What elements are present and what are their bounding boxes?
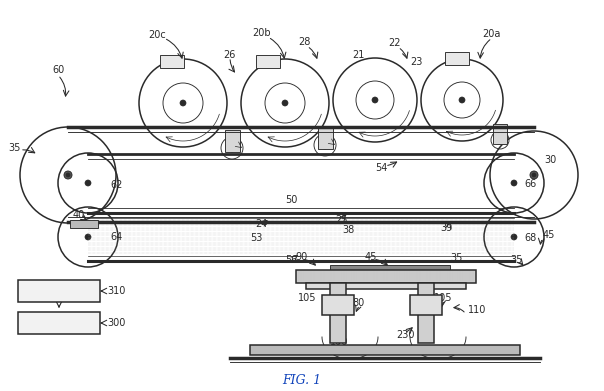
Text: 35: 35 <box>510 255 522 265</box>
Text: 21: 21 <box>352 50 364 60</box>
Text: 28: 28 <box>298 37 310 47</box>
Text: CPU: CPU <box>50 319 68 328</box>
Bar <box>445 52 469 65</box>
Text: 24: 24 <box>255 219 268 229</box>
Bar <box>225 130 240 152</box>
Circle shape <box>532 173 536 177</box>
Text: 23: 23 <box>410 57 422 67</box>
Text: 25: 25 <box>335 215 347 225</box>
Text: 45: 45 <box>365 252 378 262</box>
Circle shape <box>64 171 72 179</box>
Text: 39: 39 <box>440 223 452 233</box>
Circle shape <box>511 180 517 186</box>
Text: 26: 26 <box>223 50 236 60</box>
Circle shape <box>228 144 236 152</box>
Text: 230: 230 <box>396 330 414 340</box>
Circle shape <box>530 171 538 179</box>
Bar <box>256 55 280 68</box>
Circle shape <box>497 137 503 143</box>
Text: 110: 110 <box>468 305 486 315</box>
Text: 20b: 20b <box>252 28 271 38</box>
Text: 22: 22 <box>388 38 400 48</box>
Bar <box>160 55 184 68</box>
Text: 80: 80 <box>352 298 364 308</box>
Text: 90: 90 <box>295 252 307 262</box>
Bar <box>410 295 442 315</box>
Text: 100: 100 <box>330 337 349 347</box>
Bar <box>306 283 466 289</box>
Bar <box>418 283 434 343</box>
Bar <box>322 295 354 315</box>
Bar <box>493 124 507 144</box>
Text: 60: 60 <box>52 65 64 75</box>
Text: 20a: 20a <box>482 29 500 39</box>
Circle shape <box>85 234 91 240</box>
Circle shape <box>85 180 91 186</box>
Circle shape <box>511 234 517 240</box>
Text: 54: 54 <box>375 163 387 173</box>
Text: 20c: 20c <box>148 30 165 40</box>
Circle shape <box>282 100 288 106</box>
Bar <box>18 280 100 302</box>
Text: 35: 35 <box>8 143 21 153</box>
Text: 56: 56 <box>285 255 297 265</box>
Text: 66: 66 <box>524 179 536 189</box>
Text: 30: 30 <box>544 155 556 165</box>
Text: 35: 35 <box>450 253 463 263</box>
Text: Controller: Controller <box>37 287 82 296</box>
Text: 45: 45 <box>543 230 555 240</box>
Text: 105: 105 <box>434 293 452 303</box>
Circle shape <box>180 100 186 106</box>
Bar <box>250 345 520 355</box>
Text: 64: 64 <box>110 232 122 242</box>
Text: 105: 105 <box>298 293 316 303</box>
Text: 68: 68 <box>524 233 536 243</box>
Bar <box>330 283 346 343</box>
Text: 40: 40 <box>73 210 85 220</box>
Text: 310: 310 <box>107 286 126 296</box>
Text: 53: 53 <box>250 233 262 243</box>
Circle shape <box>66 173 70 177</box>
Circle shape <box>459 97 465 103</box>
Bar <box>296 270 476 283</box>
Text: 38: 38 <box>342 225 355 235</box>
Circle shape <box>321 141 329 149</box>
Circle shape <box>372 97 378 103</box>
Bar <box>330 265 450 275</box>
Text: 50: 50 <box>285 195 297 205</box>
Bar <box>318 127 333 149</box>
Text: 62: 62 <box>110 180 123 190</box>
Text: FIG. 1: FIG. 1 <box>283 373 321 386</box>
Bar <box>18 312 100 334</box>
Bar <box>70 220 98 228</box>
Text: 300: 300 <box>107 318 126 328</box>
